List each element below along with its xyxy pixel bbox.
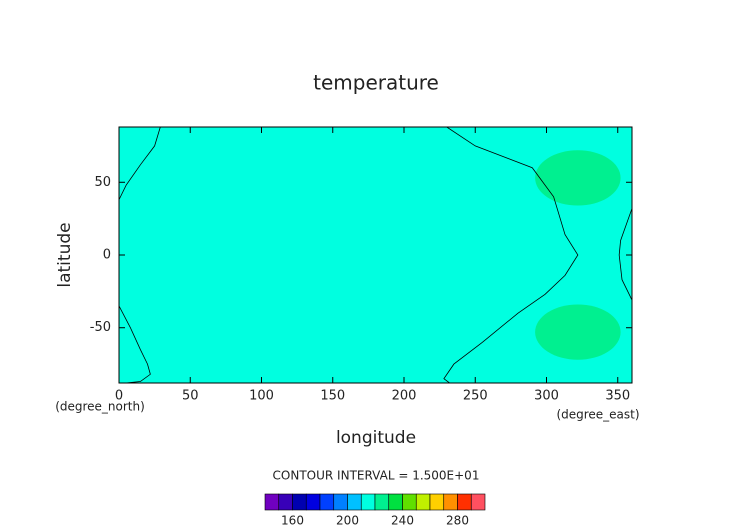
colorbar-box bbox=[278, 493, 293, 511]
x-axis-label: longitude bbox=[336, 428, 416, 448]
chart-title: temperature bbox=[313, 71, 439, 95]
colorbar-box bbox=[415, 493, 431, 511]
y-axis-label: latitude bbox=[55, 222, 75, 287]
x-tick-label: 350 bbox=[605, 389, 630, 404]
colorbar-box bbox=[470, 493, 486, 511]
colorbar-tick-label: 200 bbox=[336, 514, 359, 528]
contour-line bbox=[618, 208, 632, 301]
contour-line bbox=[443, 127, 579, 383]
contour-line bbox=[119, 127, 161, 200]
colorbar-box bbox=[360, 493, 376, 511]
colorbar-tick-label: 240 bbox=[391, 514, 414, 528]
colorbar-box bbox=[305, 493, 321, 511]
colorbar-tick-label: 160 bbox=[281, 514, 304, 528]
y-tick-label: -50 bbox=[90, 320, 111, 335]
colorbar-box bbox=[264, 493, 280, 511]
colorbar-box bbox=[333, 493, 348, 511]
colorbar-box bbox=[347, 493, 362, 511]
colorbar-tick-label: 280 bbox=[446, 514, 469, 528]
colorbar-box bbox=[429, 493, 445, 511]
colorbar-box bbox=[443, 493, 458, 511]
colorbar-box bbox=[374, 493, 390, 511]
x-tick-label: 250 bbox=[463, 389, 488, 404]
x-tick-label: 0 bbox=[115, 389, 123, 404]
y-tick-label: 0 bbox=[103, 248, 111, 263]
colorbar-box bbox=[388, 493, 403, 511]
x-tick-label: 300 bbox=[534, 389, 559, 404]
x-tick-label: 200 bbox=[392, 389, 417, 404]
x-tick-label: 150 bbox=[320, 389, 345, 404]
x-tick-label: 100 bbox=[249, 389, 274, 404]
x-tick-label: 50 bbox=[182, 389, 199, 404]
contour-interval: CONTOUR INTERVAL = 1.500E+01 bbox=[273, 469, 480, 483]
y-unit: (degree_north) bbox=[55, 400, 145, 414]
colorbar-box bbox=[457, 493, 472, 511]
colorbar-box bbox=[402, 493, 417, 511]
filled-region bbox=[535, 150, 621, 206]
colorbar-box bbox=[319, 493, 335, 511]
filled-region bbox=[535, 304, 621, 360]
y-tick-label: 50 bbox=[94, 175, 111, 190]
colorbar-box bbox=[292, 493, 307, 511]
contour-line bbox=[119, 305, 151, 383]
x-unit: (degree_east) bbox=[556, 408, 639, 422]
